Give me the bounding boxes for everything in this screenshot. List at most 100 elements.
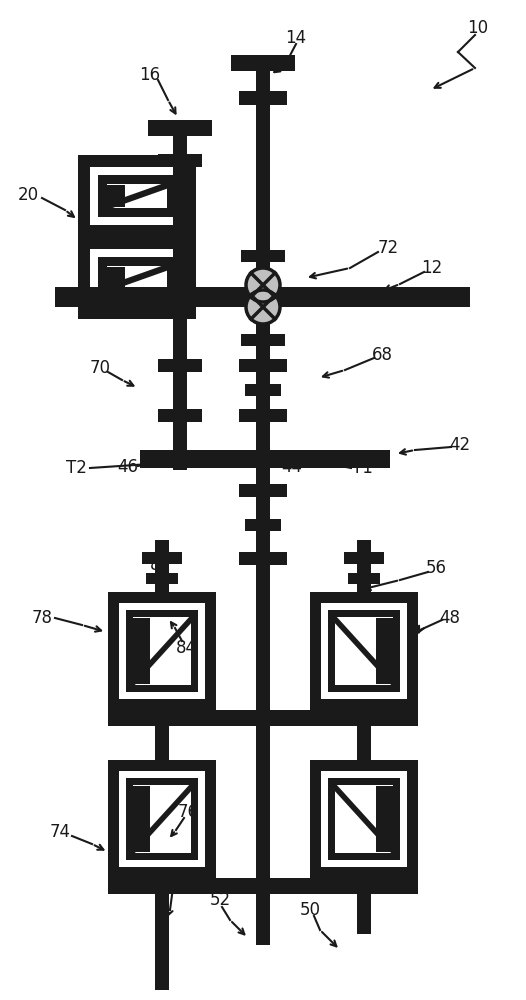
Bar — [310, 592, 418, 603]
Bar — [357, 894, 371, 934]
Bar — [78, 307, 196, 319]
Bar — [205, 592, 216, 710]
Bar — [108, 867, 216, 878]
Bar — [241, 250, 285, 262]
Bar — [126, 610, 198, 617]
Bar — [142, 552, 182, 564]
Bar — [191, 778, 198, 860]
Bar — [239, 359, 287, 372]
Bar — [310, 867, 418, 878]
Bar — [310, 760, 418, 771]
Text: 80: 80 — [149, 556, 170, 574]
Text: T1: T1 — [351, 459, 372, 477]
Circle shape — [246, 268, 280, 302]
Bar — [328, 778, 335, 860]
Bar — [245, 384, 281, 396]
Bar — [376, 786, 396, 852]
Text: 84: 84 — [176, 639, 197, 657]
Bar — [393, 778, 400, 860]
Bar — [231, 55, 295, 71]
Bar — [126, 610, 133, 692]
Bar — [55, 287, 470, 307]
Bar — [108, 710, 418, 726]
Text: 50: 50 — [299, 901, 320, 919]
Bar — [155, 540, 169, 592]
Bar — [108, 592, 119, 710]
Bar — [155, 894, 169, 990]
Bar — [239, 484, 287, 497]
Bar — [103, 267, 125, 289]
Text: 48: 48 — [440, 609, 460, 627]
Bar — [328, 610, 335, 692]
Bar — [78, 155, 196, 167]
Text: 16: 16 — [139, 66, 160, 84]
Bar — [393, 610, 400, 692]
Bar — [158, 409, 202, 422]
Text: 74: 74 — [49, 823, 70, 841]
Bar — [357, 540, 371, 592]
Bar — [108, 592, 216, 603]
Bar — [344, 552, 384, 564]
Circle shape — [246, 290, 280, 324]
Text: T2: T2 — [66, 459, 86, 477]
Bar — [108, 878, 418, 894]
Text: 10: 10 — [468, 19, 489, 37]
Text: 70: 70 — [89, 359, 110, 377]
Bar — [108, 699, 216, 710]
Bar — [348, 573, 380, 584]
Bar — [310, 760, 321, 878]
Bar — [98, 257, 107, 299]
Bar — [148, 120, 212, 136]
Bar — [310, 699, 418, 710]
Bar — [130, 618, 150, 684]
Bar — [256, 55, 270, 945]
Bar — [328, 610, 400, 617]
Bar — [328, 685, 400, 692]
Bar — [126, 853, 198, 860]
Bar — [126, 778, 198, 785]
Bar — [328, 778, 400, 785]
Bar — [256, 105, 270, 123]
Bar — [78, 237, 90, 319]
Text: 42: 42 — [449, 436, 471, 454]
Text: 78: 78 — [32, 609, 53, 627]
Bar — [256, 71, 270, 91]
Bar — [158, 359, 202, 372]
Bar — [239, 91, 287, 105]
Bar — [328, 853, 400, 860]
Bar — [357, 726, 371, 760]
Bar — [376, 618, 396, 684]
Bar — [173, 136, 187, 154]
Bar — [98, 208, 176, 217]
Bar — [146, 573, 178, 584]
Bar — [191, 610, 198, 692]
Text: 20: 20 — [17, 186, 38, 204]
Bar — [140, 450, 390, 468]
Bar — [108, 760, 119, 878]
Text: 12: 12 — [421, 259, 442, 277]
Bar — [407, 760, 418, 878]
Bar — [187, 188, 196, 204]
Bar — [98, 175, 107, 217]
Bar — [98, 290, 176, 299]
Bar — [108, 760, 216, 771]
Bar — [173, 120, 187, 470]
Text: 56: 56 — [426, 559, 447, 577]
Bar — [205, 760, 216, 878]
Bar — [155, 726, 169, 760]
Bar — [407, 592, 418, 710]
Text: 46: 46 — [117, 458, 138, 476]
Bar — [245, 519, 281, 531]
Text: 82: 82 — [161, 879, 183, 897]
Bar — [184, 155, 196, 237]
Text: 14: 14 — [286, 29, 307, 47]
Bar — [98, 175, 176, 184]
Bar — [98, 257, 176, 266]
Bar — [103, 185, 125, 207]
Bar — [256, 324, 270, 334]
Bar — [239, 409, 287, 422]
Bar — [78, 287, 187, 307]
Bar — [158, 154, 202, 167]
Bar — [126, 685, 198, 692]
Bar — [167, 257, 176, 299]
